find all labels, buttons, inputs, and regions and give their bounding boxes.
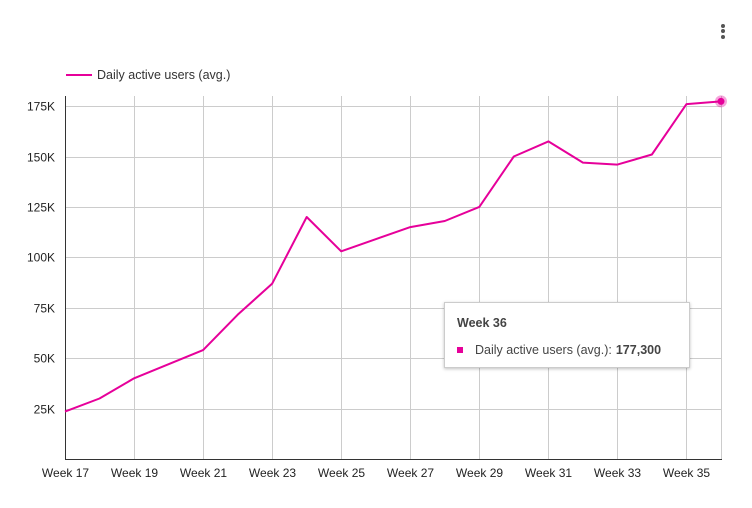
data-point[interactable] — [683, 100, 691, 108]
data-point[interactable] — [579, 159, 587, 167]
data-point[interactable] — [268, 280, 276, 288]
data-point[interactable] — [613, 161, 621, 169]
series-line[interactable] — [64, 100, 722, 413]
data-point[interactable] — [441, 217, 449, 225]
data-point[interactable] — [234, 311, 242, 319]
data-point[interactable] — [475, 203, 483, 211]
data-point[interactable] — [648, 151, 656, 159]
tooltip-series-label: Daily active users (avg.): — [475, 343, 612, 357]
y-tick-label: 50K — [34, 352, 55, 366]
data-point[interactable] — [510, 153, 518, 161]
y-tick-label: 25K — [34, 403, 55, 417]
tooltip-title: Week 36 — [457, 316, 507, 330]
data-point[interactable] — [372, 235, 380, 243]
tooltip-row: Daily active users (avg.): 177,300 — [457, 343, 661, 357]
data-point[interactable] — [406, 223, 414, 231]
x-tick-label: Week 29 — [456, 466, 503, 480]
data-point[interactable] — [130, 374, 138, 382]
x-tick-label: Week 25 — [318, 466, 365, 480]
legend-swatch — [66, 74, 92, 76]
data-point[interactable] — [303, 213, 311, 221]
x-tick-label: Week 21 — [180, 466, 227, 480]
tooltip: Week 36 Daily active users (avg.): 177,3… — [444, 302, 690, 368]
legend-label: Daily active users (avg.) — [97, 68, 231, 82]
y-tick-label: 150K — [27, 151, 55, 165]
x-tick-label: Week 17 — [42, 466, 89, 480]
tooltip-value: 177,300 — [615, 343, 662, 357]
data-point[interactable] — [337, 247, 345, 255]
x-tick-label: Week 35 — [663, 466, 710, 480]
x-tick-label: Week 33 — [594, 466, 641, 480]
data-point[interactable] — [61, 408, 69, 416]
data-point[interactable] — [96, 395, 104, 403]
more-vert-icon[interactable] — [714, 22, 732, 42]
y-tick-label: 175K — [27, 100, 55, 114]
highlighted-point[interactable] — [717, 97, 725, 105]
y-tick-label: 75K — [34, 302, 55, 316]
tooltip-swatch — [457, 347, 463, 353]
x-tick-label: Week 19 — [111, 466, 158, 480]
data-point[interactable] — [199, 346, 207, 354]
x-tick-label: Week 23 — [249, 466, 296, 480]
x-tick-label: Week 27 — [387, 466, 434, 480]
y-tick-label: 100K — [27, 251, 55, 265]
data-point[interactable] — [544, 137, 552, 145]
x-tick-label: Week 31 — [525, 466, 572, 480]
legend[interactable]: Daily active users (avg.) — [66, 66, 230, 84]
data-point[interactable] — [165, 360, 173, 368]
y-tick-label: 125K — [27, 201, 55, 215]
